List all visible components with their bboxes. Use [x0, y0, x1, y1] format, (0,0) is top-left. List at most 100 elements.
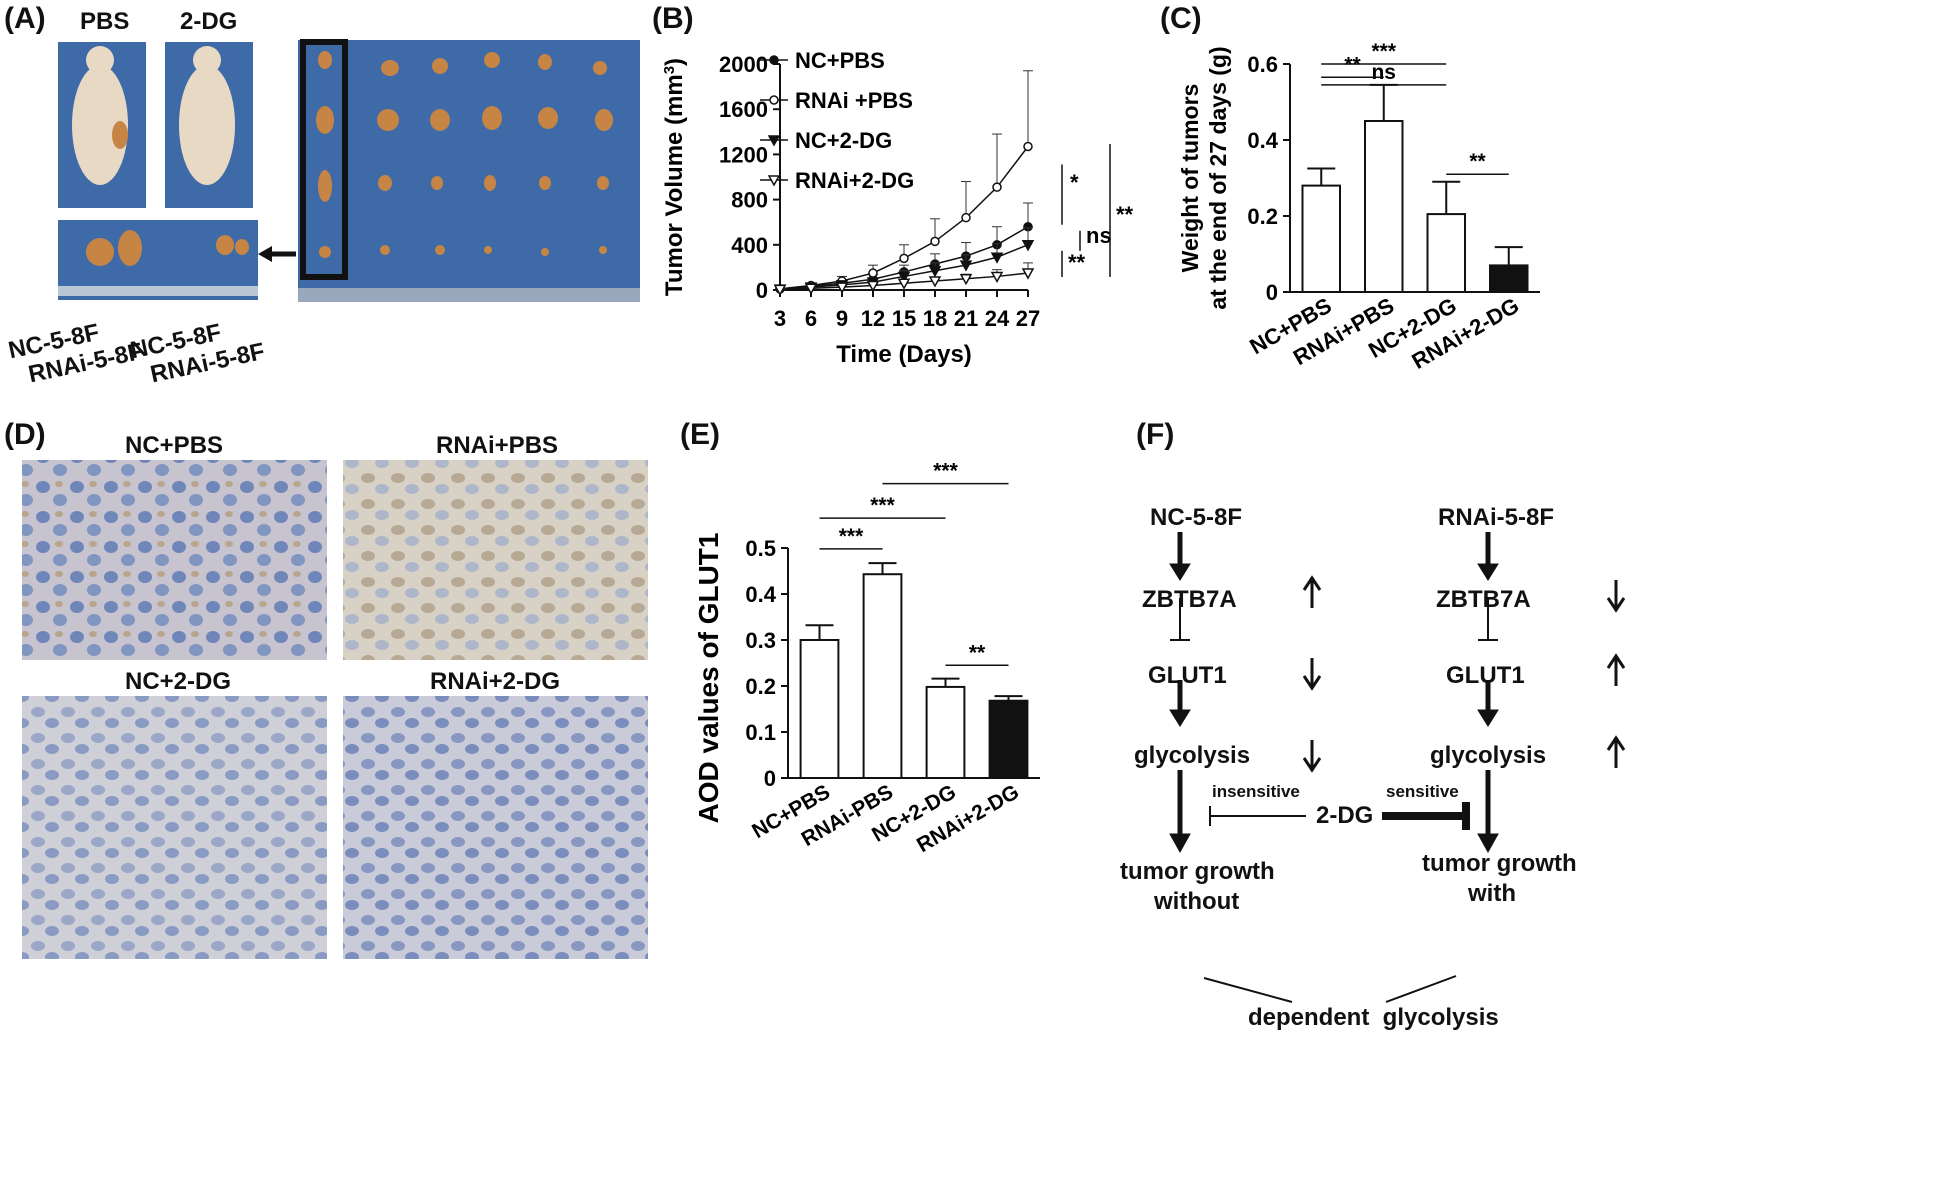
x-axis-label: Time (Days) [836, 341, 972, 368]
sig-label: *** [933, 460, 958, 483]
legend-marker [769, 55, 779, 65]
left-outcome-2: without [1154, 888, 1240, 915]
y-axis-label: Weight of tumors [1177, 84, 1203, 273]
y-tick-label: 400 [731, 233, 768, 258]
bar [1301, 184, 1341, 294]
ihc-title-rnai-pbs: RNAi+PBS [436, 432, 559, 459]
bar [799, 639, 840, 779]
mouse-label-2dg: 2-DG [180, 8, 238, 35]
y-axis-label: Tumor Volume (mm3) [661, 58, 689, 296]
y-tick-label: 0.4 [745, 582, 776, 607]
sig-label: *** [839, 525, 864, 548]
y-axis-label: AOD values of GLUT1 [693, 533, 724, 824]
data-point [1023, 141, 1033, 152]
x-tick-label: 21 [954, 306, 978, 331]
drug-label: 2-DG [1316, 802, 1374, 829]
legend-label: RNAi+2-DG [795, 168, 914, 193]
bar [1489, 264, 1529, 293]
aod-glut1-chart: 00.10.20.30.40.5NC+PBSRNAi-PBSNC+2-DGRNA… [693, 460, 1040, 857]
x-tick-label: 15 [892, 306, 916, 331]
y-tick-label: 0.3 [745, 628, 776, 653]
right-drug-effect: sensitive [1386, 782, 1459, 801]
data-point [990, 252, 1004, 264]
y-tick-label: 0.5 [745, 536, 776, 561]
mouse-photos [58, 39, 640, 302]
right-process: glycolysis [1430, 742, 1547, 769]
x-tick-label: 18 [923, 306, 947, 331]
data-point [866, 280, 880, 293]
x-tick-label: 3 [774, 306, 786, 331]
data-point [930, 236, 940, 247]
y-tick-label: 0.4 [1247, 128, 1278, 153]
data-point [928, 276, 942, 288]
panel-label-f: (F) [1136, 418, 1175, 451]
legend-marker [769, 95, 779, 105]
legend-label: RNAi +PBS [795, 88, 913, 113]
sig-label: ** [1116, 202, 1134, 227]
x-tick-label: 9 [836, 306, 848, 331]
panel-f: (F) NC-5-8F ZBTB7A GLUT1 [1120, 418, 1934, 1187]
panel-d: (D) NC+PBS RNAi+PBS NC+2-DG RNAi+2-DG [0, 418, 660, 1187]
data-point [990, 271, 1004, 283]
y-tick-label: 2000 [719, 52, 768, 77]
y-tick-label: 800 [731, 188, 768, 213]
y-tick-label: 0.1 [745, 720, 776, 745]
right-cell: RNAi-5-8F [1438, 504, 1555, 531]
left-outcome-1: tumor growth [1120, 858, 1275, 885]
right-gene1: ZBTB7A [1436, 586, 1531, 613]
data-point [959, 273, 973, 286]
left-process: glycolysis [1134, 742, 1251, 769]
sig-label: ns [1086, 223, 1112, 248]
right-gene2: GLUT1 [1446, 662, 1525, 689]
data-point [897, 271, 911, 283]
y-tick-label: 0 [764, 766, 776, 791]
y-tick-label: 0.2 [745, 674, 776, 699]
data-point [992, 182, 1002, 192]
data-point [897, 278, 911, 290]
sig-label: ** [1068, 250, 1086, 275]
left-cell: NC-5-8F [1150, 504, 1243, 531]
right-outcome-1: tumor growth [1422, 850, 1577, 877]
bar [925, 685, 966, 780]
data-point [773, 284, 787, 296]
sig-label: ns [1371, 61, 1396, 84]
bar [862, 573, 903, 779]
y-axis-label: at the end of 27 days (g) [1205, 46, 1231, 309]
y-tick-label: 0.6 [1247, 52, 1278, 77]
panel-label-d: (D) [4, 418, 46, 451]
panel-label-c: (C) [1160, 2, 1202, 35]
sig-label: ** [1344, 53, 1361, 76]
y-tick-label: 1600 [719, 97, 768, 122]
y-tick-label: 0 [1266, 280, 1278, 305]
legend-label: NC+PBS [795, 48, 885, 73]
tumor-volume-chart: 0 400 800 1200 1600 2000 3 6 9 12 15 18 21 24 27 Time (… [661, 48, 1134, 368]
ihc-images [22, 460, 648, 959]
panel-label-e: (E) [680, 418, 720, 451]
y-tick-label: 1200 [719, 142, 768, 167]
ihc-title-rnai-2dg: RNAi+2-DG [430, 668, 561, 695]
data-point [804, 283, 818, 295]
data-point [959, 260, 973, 272]
panel-label-b: (B) [652, 2, 694, 35]
left-gene1: ZBTB7A [1142, 586, 1237, 613]
sig-label: ** [1469, 150, 1486, 173]
legend-label: NC+2-DG [795, 128, 892, 153]
legend-marker [767, 175, 781, 187]
bar [1426, 213, 1466, 294]
pathway-diagram [1169, 532, 1626, 1003]
legend-marker [767, 135, 781, 147]
sig-label: *** [870, 494, 895, 517]
mouse-label-pbs: PBS [80, 8, 130, 35]
bar [988, 699, 1029, 779]
ihc-title-nc-2dg: NC+2-DG [125, 668, 232, 695]
y-tick-label: 0 [756, 278, 768, 303]
data-point [928, 266, 942, 278]
data-point [899, 253, 909, 264]
x-tick-label: 24 [985, 306, 1010, 331]
tumor-weight-chart: 00.20.40.6NC+PBSRNAi+PBSNC+2-DGRNAi+2-DG… [1177, 40, 1540, 374]
data-point [868, 268, 878, 278]
right-outcome-2: with [1468, 880, 1516, 907]
data-point [1021, 268, 1035, 280]
bottom-label: dependent glycolysis [1248, 1004, 1499, 1031]
x-tick-label: 12 [861, 306, 885, 331]
